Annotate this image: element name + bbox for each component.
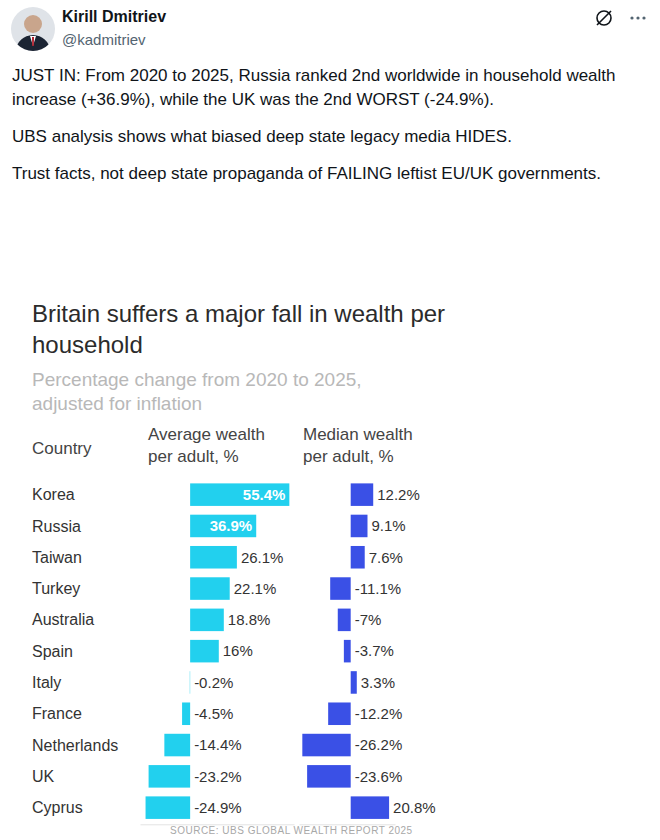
bar (182, 702, 190, 725)
bar (344, 640, 351, 663)
column-header: Average wealthper adult, % (148, 425, 265, 466)
data-label: -26.2% (355, 736, 403, 753)
bar (307, 765, 351, 788)
post-text: JUST IN: From 2020 to 2025, Russia ranke… (12, 64, 640, 199)
more-button[interactable] (630, 16, 645, 19)
category-label: Taiwan (32, 549, 82, 566)
bar (146, 796, 191, 819)
data-label: 20.8% (393, 799, 436, 816)
category-label: Turkey (32, 580, 80, 597)
bar (190, 609, 224, 632)
bar (351, 546, 365, 569)
data-label: 3.3% (361, 674, 395, 691)
data-label: 22.1% (234, 580, 277, 597)
data-label: -0.2% (194, 674, 233, 691)
category-label: Russia (32, 518, 81, 535)
post-paragraph: UBS analysis shows what biased deep stat… (12, 125, 640, 149)
bar (190, 515, 256, 538)
data-label: 7.6% (369, 549, 403, 566)
category-label: Netherlands (32, 737, 118, 754)
column-header: Median wealthper adult, % (303, 425, 413, 466)
data-label: -7% (355, 611, 382, 628)
bar (190, 546, 237, 569)
bars (146, 483, 290, 819)
data-label: -12.2% (355, 705, 403, 722)
data-labels: 55.4% 36.9% 26.1% 22.1% 18.8% 16% -0.2% -4.5% -1… (194, 486, 285, 816)
post-paragraph: Trust facts, not deep state propaganda o… (12, 162, 640, 186)
bar (330, 577, 350, 600)
data-label: -11.1% (355, 580, 401, 597)
post-icons (592, 6, 652, 30)
data-label: 36.9% (210, 517, 253, 534)
category-label: UK (32, 768, 55, 785)
data-label: 26.1% (241, 549, 284, 566)
category-label: France (32, 705, 82, 722)
category-label: Spain (32, 643, 73, 660)
data-label: -24.9% (194, 799, 242, 816)
data-label: -4.5% (194, 705, 233, 722)
data-label: 9.1% (371, 517, 405, 534)
column-header: Country (32, 439, 92, 458)
bar (351, 671, 357, 694)
data-label: -23.6% (355, 768, 403, 785)
data-label: -23.2% (194, 768, 242, 785)
grok-icon-slash (597, 11, 611, 25)
data-labels: 12.2% 9.1% 7.6% -11.1% -7% -3.7% 3.3% -12.2% -26… (355, 486, 436, 816)
bar (164, 734, 190, 757)
grok-icon[interactable] (597, 11, 611, 25)
post-paragraph: JUST IN: From 2020 to 2025, Russia ranke… (12, 64, 640, 112)
bar (302, 734, 350, 757)
chart-subtitle: Percentage change from 2020 to 2025,adju… (32, 369, 362, 414)
bar (149, 765, 191, 788)
data-label: -3.7% (355, 642, 394, 659)
source: SOURCE: UBS GLOBAL WEALTH REPORT 2025 (170, 825, 413, 836)
handle: @kadmitriev (62, 31, 146, 48)
category-label: Italy (32, 674, 61, 691)
author: Kirill Dmitriev (62, 8, 166, 26)
bar (190, 483, 289, 506)
bar (328, 702, 351, 725)
data-label: -14.4% (194, 736, 242, 753)
bar (190, 640, 219, 663)
chart-title: Britain suffers a major fall in wealth p… (32, 300, 445, 358)
bar (351, 515, 368, 538)
bar (351, 796, 389, 819)
avatar (10, 6, 56, 52)
data-label: 55.4% (243, 486, 286, 503)
category-label: Korea (32, 486, 75, 503)
category-labels: Korea Russia Taiwan Turkey Australia Spain Ita… (32, 486, 118, 816)
category-label: Australia (32, 611, 94, 628)
chart: Britain suffers a major fall in wealth p… (0, 0, 660, 840)
data-label: 16% (223, 642, 253, 659)
bar (338, 609, 351, 632)
bar (190, 577, 230, 600)
bar (189, 671, 190, 694)
bar (351, 483, 374, 506)
data-label: 18.8% (228, 611, 271, 628)
post: Kirill Dmitriev @kadmitriev JUST IN: Fro… (0, 0, 660, 290)
data-label: 12.2% (377, 486, 420, 503)
category-label: Cyprus (32, 799, 83, 816)
